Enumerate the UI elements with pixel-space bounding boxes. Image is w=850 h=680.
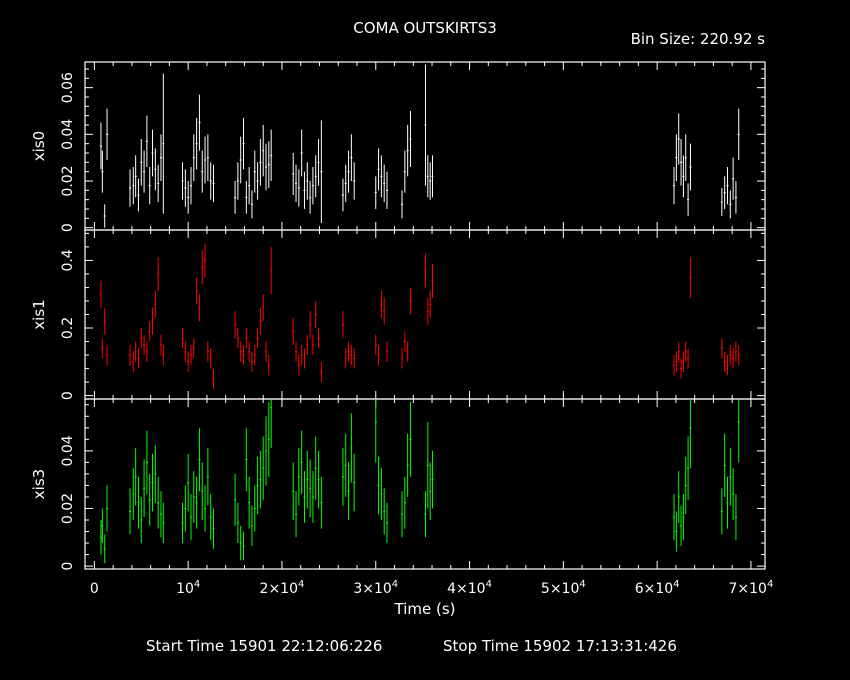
panel-xis1: 0 0.2 0.4 xis1 <box>30 229 766 400</box>
x-tick-label: 104 <box>176 579 200 597</box>
x-tick-label: 0 <box>90 581 99 597</box>
x-tick-label: 6×104 <box>635 579 680 597</box>
y-tick-label: 0 <box>60 223 76 232</box>
y-tick-label: 0.4 <box>60 249 76 271</box>
series-xis1 <box>99 243 740 389</box>
y-axis-label-xis3: xis3 <box>30 469 48 499</box>
y-axis-label-xis1: xis1 <box>30 299 48 329</box>
x-axis-label: Time (s) <box>394 600 456 618</box>
x-tick-label: 3×104 <box>353 579 398 597</box>
stop-time-label: Stop Time 15902 17:13:31:426 <box>443 637 677 655</box>
panel-frame <box>84 398 766 570</box>
bin-size-label: Bin Size: 220.92 s <box>631 30 766 48</box>
x-tick-label: 4×104 <box>447 579 492 597</box>
panels-group: 0 0.02 0.04 0.06 xis0 0 0.2 0.4 xis1 0 0.02 0.04 xis… <box>30 61 774 597</box>
series-xis3 <box>99 399 740 564</box>
y-tick-label: 0.2 <box>60 317 76 339</box>
panel-xis3: 0 0.02 0.04 xis3 <box>30 398 766 571</box>
y-tick-label: 0.06 <box>60 72 76 103</box>
y-tick-label: 0.04 <box>60 435 76 466</box>
start-time-label: Start Time 15901 22:12:06:226 <box>146 637 382 655</box>
series-xis0 <box>99 64 740 228</box>
y-tick-label: 0 <box>60 562 76 571</box>
chart-title: COMA OUTSKIRTS3 <box>353 19 497 37</box>
y-tick-label: 0 <box>60 391 76 400</box>
panel-xis0: 0 0.02 0.04 0.06 xis0 <box>30 61 766 232</box>
x-tick-label: 5×104 <box>541 579 586 597</box>
x-tick-label: 2×104 <box>260 579 305 597</box>
y-tick-label: 0.04 <box>60 119 76 150</box>
y-axis-label-xis0: xis0 <box>30 131 48 161</box>
x-tick-label: 7×104 <box>729 579 774 597</box>
y-tick-label: 0.02 <box>60 165 76 196</box>
y-tick-label: 0.02 <box>60 493 76 524</box>
